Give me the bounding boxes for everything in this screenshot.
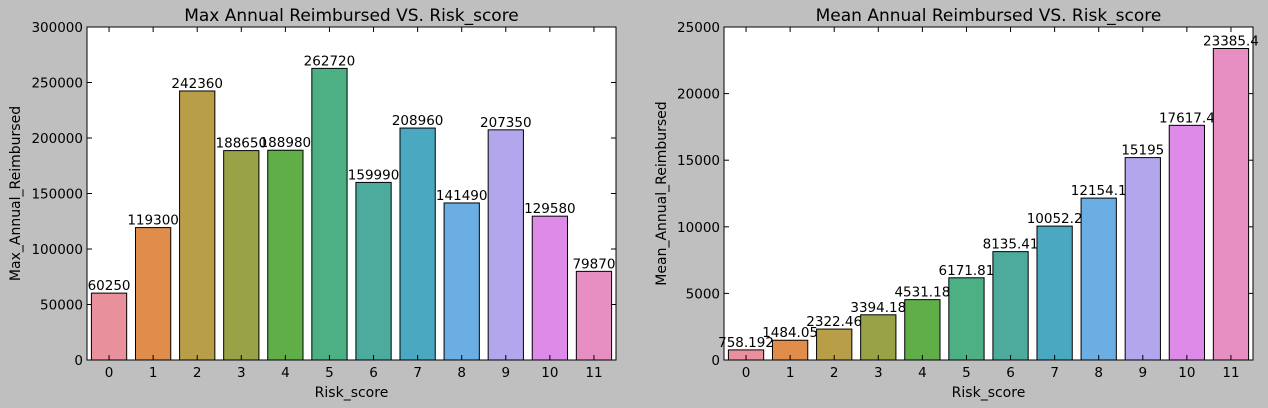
y-tick-label: 10000 [677,220,720,236]
data-label: 141490 [436,188,488,204]
plot-area [724,27,1253,360]
data-label: 119300 [127,213,179,229]
y-tick-label: 50000 [40,298,83,314]
y-tick-label: 200000 [31,131,83,147]
x-axis-label: Risk_score [952,385,1026,401]
y-tick-label: 0 [711,353,720,369]
x-tick-label: 4 [918,365,927,381]
plot-area [87,27,616,360]
y-tick-label: 250000 [31,76,83,92]
data-label: 159990 [348,167,400,183]
y-tick-label: 150000 [31,187,83,203]
bar [1212,48,1250,361]
x-tick-label: 2 [193,365,202,381]
x-tick-label: 6 [369,365,378,381]
x-tick-label: 8 [457,365,466,381]
bar [179,90,216,361]
data-label: 8135.41 [983,237,1039,253]
chart-2: Mean Annual Reimbursed VS. Risk_score Ris… [654,6,1259,401]
x-tick-label: 9 [1138,365,1147,381]
x-tick-label: 10 [541,365,558,381]
bar [575,270,613,361]
data-label: 10052.2 [1027,211,1083,227]
x-tick-label: 11 [585,365,602,381]
x-axis-label: Risk_score [315,385,389,401]
bar [90,292,128,361]
x-tick-label: 2 [830,365,839,381]
x-tick-label: 6 [1006,365,1015,381]
data-label: 207350 [480,115,532,131]
bar [992,251,1029,361]
y-tick-label: 300000 [31,20,83,36]
data-label: 129580 [524,201,576,217]
data-label: 6171.81 [939,263,995,279]
x-tick-label: 5 [325,365,334,381]
bar [1124,157,1161,361]
bar [134,227,172,361]
bar [904,299,941,361]
data-label: 188650 [216,136,268,152]
x-tick-label: 4 [281,365,290,381]
y-tick-label: 0 [74,353,83,369]
chart-1: Max Annual Reimbursed VS. Risk_score Risk… [8,6,617,401]
data-label: 4531.18 [894,285,950,301]
x-tick-label: 0 [742,365,751,381]
plot-frame [723,26,1254,361]
data-label: 1484.05 [762,325,818,341]
bar [487,129,524,361]
plot-frame [86,26,617,361]
data-label: 15195 [1121,143,1164,159]
x-tick-label: 10 [1178,365,1195,381]
bar [1036,225,1073,361]
bar [443,202,480,361]
data-label: 79870 [572,256,615,272]
chart-title: Mean Annual Reimbursed VS. Risk_score [816,6,1162,26]
data-label: 188980 [260,135,312,151]
data-label: 23385.4 [1203,34,1259,50]
bar [948,277,985,361]
chart-title: Max Annual Reimbursed VS. Risk_score [184,6,519,26]
data-label: 3394.18 [850,300,906,316]
x-tick-label: 3 [874,365,883,381]
x-tick-label: 9 [501,365,510,381]
bar [816,328,853,361]
data-label: 60250 [88,278,131,294]
x-tick-label: 3 [237,365,246,381]
data-label: 242360 [171,76,223,92]
bar [1168,124,1206,361]
data-label: 208960 [392,113,444,129]
x-tick-label: 7 [413,365,422,381]
data-label: 17617.4 [1159,110,1215,126]
y-tick-label: 5000 [686,286,720,302]
bar [267,149,304,361]
y-axis-label: Mean_Annual_Reimbursed [654,101,670,285]
y-tick-label: 20000 [677,87,720,103]
x-tick-label: 7 [1050,365,1059,381]
bar [355,181,392,361]
y-tick-label: 15000 [677,153,720,169]
y-axis-label: Max_Annual_Reimbursed [8,106,24,281]
bar [311,67,348,361]
x-tick-label: 11 [1222,365,1239,381]
data-label: 262720 [304,53,356,69]
x-tick-label: 0 [105,365,114,381]
bar [1080,197,1117,361]
bar [399,127,436,361]
data-label: 2322.46 [806,314,862,330]
data-label: 758.192 [718,335,774,351]
y-tick-label: 100000 [31,242,83,258]
bar [531,215,569,361]
data-label: 12154.1 [1071,183,1127,199]
y-tick-label: 25000 [677,20,720,36]
bar [860,314,897,361]
bar [223,150,260,361]
x-tick-label: 1 [149,365,158,381]
x-tick-label: 8 [1094,365,1103,381]
x-tick-label: 5 [962,365,971,381]
x-tick-label: 1 [786,365,795,381]
